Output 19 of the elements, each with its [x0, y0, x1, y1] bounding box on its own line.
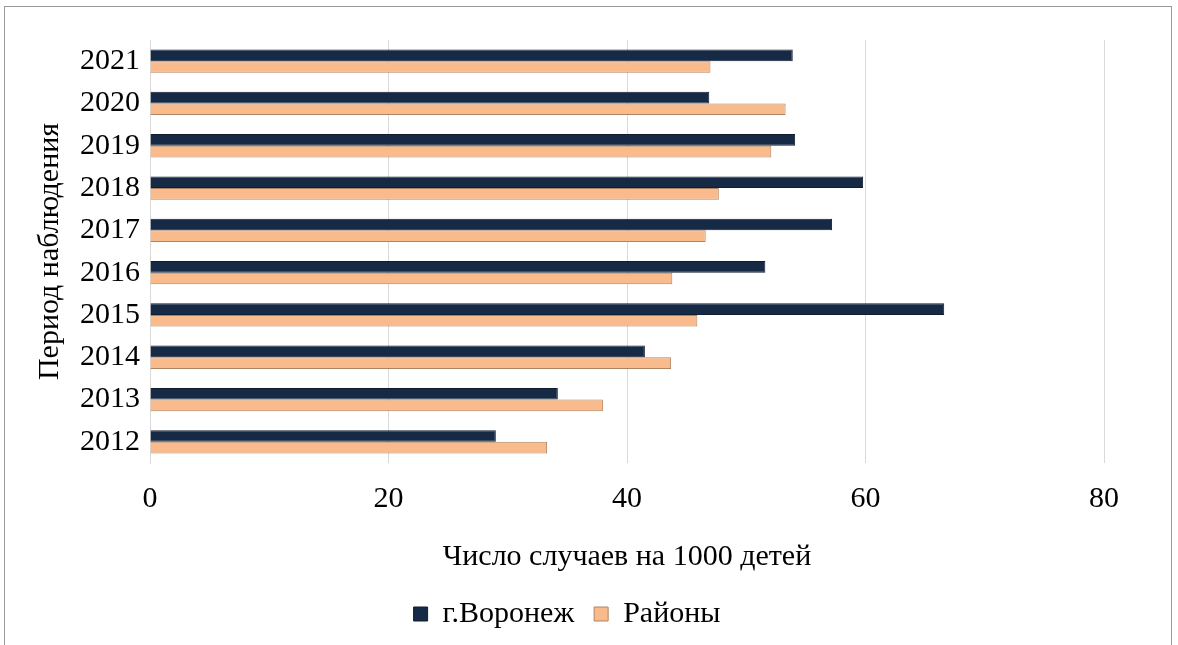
y-tick-label: 2015 — [80, 295, 140, 329]
y-tick-label: 2020 — [80, 84, 140, 118]
y-tick-label: 2012 — [80, 422, 140, 456]
x-axis-title: Число случаев на 1000 детей — [442, 537, 812, 571]
y-tick-label: 2016 — [80, 253, 140, 287]
x-tick-label: 20 — [373, 479, 404, 513]
y-axis-title: Период наблюдения — [30, 122, 64, 381]
y-tick-label: 2014 — [80, 338, 140, 372]
y-tick-label: 2021 — [80, 42, 140, 76]
y-tick-label: 2017 — [80, 211, 140, 245]
x-tick-label: 60 — [850, 479, 881, 513]
legend-label: Районы — [623, 594, 721, 628]
legend-label: г.Воронеж — [442, 594, 575, 628]
x-tick-label: 40 — [612, 479, 642, 513]
y-tick-label: 2018 — [80, 168, 140, 202]
x-tick-label: 0 — [142, 479, 158, 513]
x-tick-label: 80 — [1089, 479, 1119, 513]
y-tick-label: 2013 — [80, 380, 140, 414]
y-tick-label: 2019 — [80, 126, 140, 160]
